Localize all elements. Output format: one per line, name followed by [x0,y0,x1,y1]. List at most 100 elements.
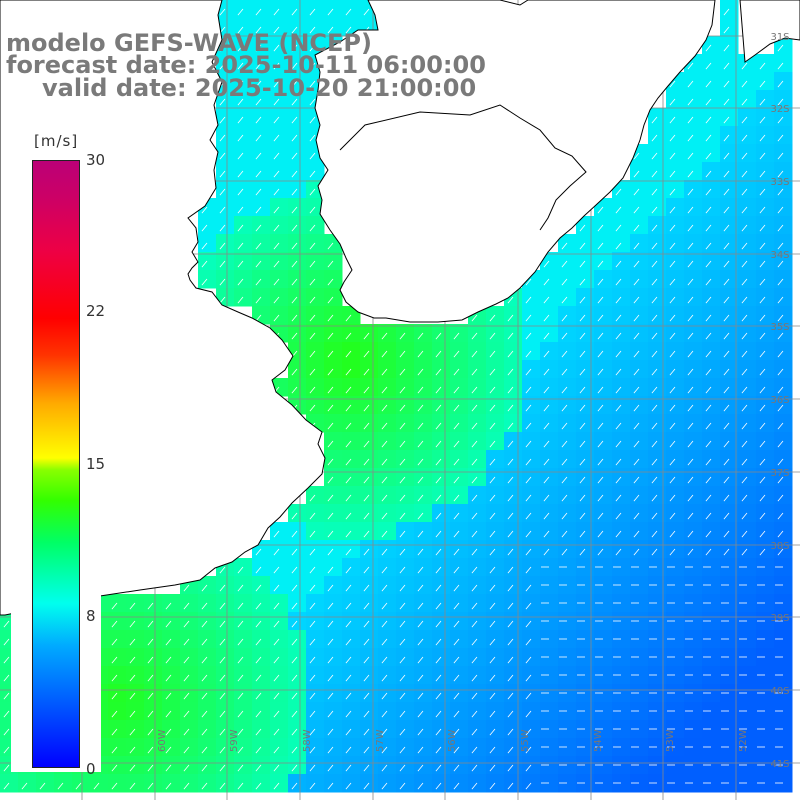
wind-arrow [723,350,730,358]
wind-arrow [525,566,532,574]
wind-arrow [237,782,244,790]
wind-arrow [777,170,784,178]
wind-arrow [417,494,424,502]
wind-arrow [489,512,496,520]
wind-field-cell [702,576,721,595]
wind-arrow [507,584,514,592]
wind-arrow [327,728,334,736]
wind-arrow [417,368,424,376]
lon-label: 58W [302,729,313,752]
wind-arrow [543,332,550,340]
wind-arrow [543,260,550,268]
wind-arrow [525,314,532,322]
wind-field-cell [594,756,613,775]
wind-arrow [363,692,370,700]
model-title: modelo GEFS-WAVE (NCEP) [6,29,372,57]
wind-arrow [399,476,406,484]
wind-arrow [705,44,712,52]
wind-arrow [777,206,784,214]
wind-arrow [381,566,388,574]
wind-arrow [525,530,532,538]
wind-arrow [525,476,532,484]
wind-arrow [237,764,244,772]
wind-arrow [561,314,568,322]
lat-label: 34S [770,250,789,261]
wind-arrow [219,728,226,736]
wind-arrow [327,404,334,412]
wind-arrow [327,350,334,358]
wind-arrow [237,638,244,646]
lon-label: 56W [447,729,458,752]
wind-field-cell [684,756,703,775]
wind-field-cell [756,702,775,721]
wind-arrow [381,620,388,628]
colorbar-tick-0: 0 [86,760,96,778]
wind-arrow [597,332,604,340]
wind-arrow [507,494,514,502]
land-northeast [739,0,800,63]
wind-field-cell [738,666,757,685]
wind-arrow [669,458,676,466]
wind-field-cell [720,684,739,703]
wind-arrow [345,404,352,412]
wind-field-cell [756,576,775,595]
wind-arrow [615,242,622,250]
wind-arrow [255,260,262,268]
colorbar-tick-8: 8 [86,607,96,625]
wind-arrow [723,116,730,124]
wind-arrow [273,656,280,664]
wind-arrow [291,134,298,142]
wind-arrow [759,512,766,520]
wind-arrow [615,332,622,340]
wind-arrow [741,260,748,268]
wind-arrow [345,350,352,358]
wind-field-cell [630,702,649,721]
wind-arrow [741,530,748,538]
wind-arrow [39,782,46,790]
wind-arrow [363,440,370,448]
wind-arrow [255,638,262,646]
wind-field-cell [702,630,721,649]
wind-arrow [327,386,334,394]
wind-arrow [651,116,658,124]
wind-arrow [723,512,730,520]
wind-arrow [453,584,460,592]
wind-arrow [525,512,532,520]
wind-arrow [669,134,676,142]
wind-field-cell [738,630,757,649]
wind-arrow [741,170,748,178]
colorbar-tick-15: 15 [86,455,106,473]
wind-arrow [687,332,694,340]
wind-arrow [183,782,190,790]
wind-field-cell [612,738,631,757]
wind-arrow [507,314,514,322]
wind-arrow [561,440,568,448]
wind-arrow [525,296,532,304]
wind-arrow [291,710,298,718]
wind-arrow [147,746,154,754]
wind-arrow [615,296,622,304]
wind-arrow [399,332,406,340]
wind-arrow [93,782,100,790]
wind-arrow [291,548,298,556]
wind-arrow [309,764,316,772]
wind-arrow [579,242,586,250]
wind-arrow [291,170,298,178]
wind-field-cell [540,576,559,595]
lat-label: 31S [770,32,789,43]
wind-arrow [291,260,298,268]
wind-arrow [363,404,370,412]
wind-arrow [741,134,748,142]
wind-arrow [471,782,478,790]
wind-arrow [543,458,550,466]
wind-arrow [669,242,676,250]
wind-arrow [345,764,352,772]
wind-arrow [273,584,280,592]
colorbar-tick-22: 22 [86,302,106,320]
wind-arrow [633,458,640,466]
wind-arrow [381,350,388,358]
wind-field-cell [756,630,775,649]
lat-label: 33S [770,177,789,188]
wind-arrow [741,296,748,304]
wind-arrow [705,512,712,520]
